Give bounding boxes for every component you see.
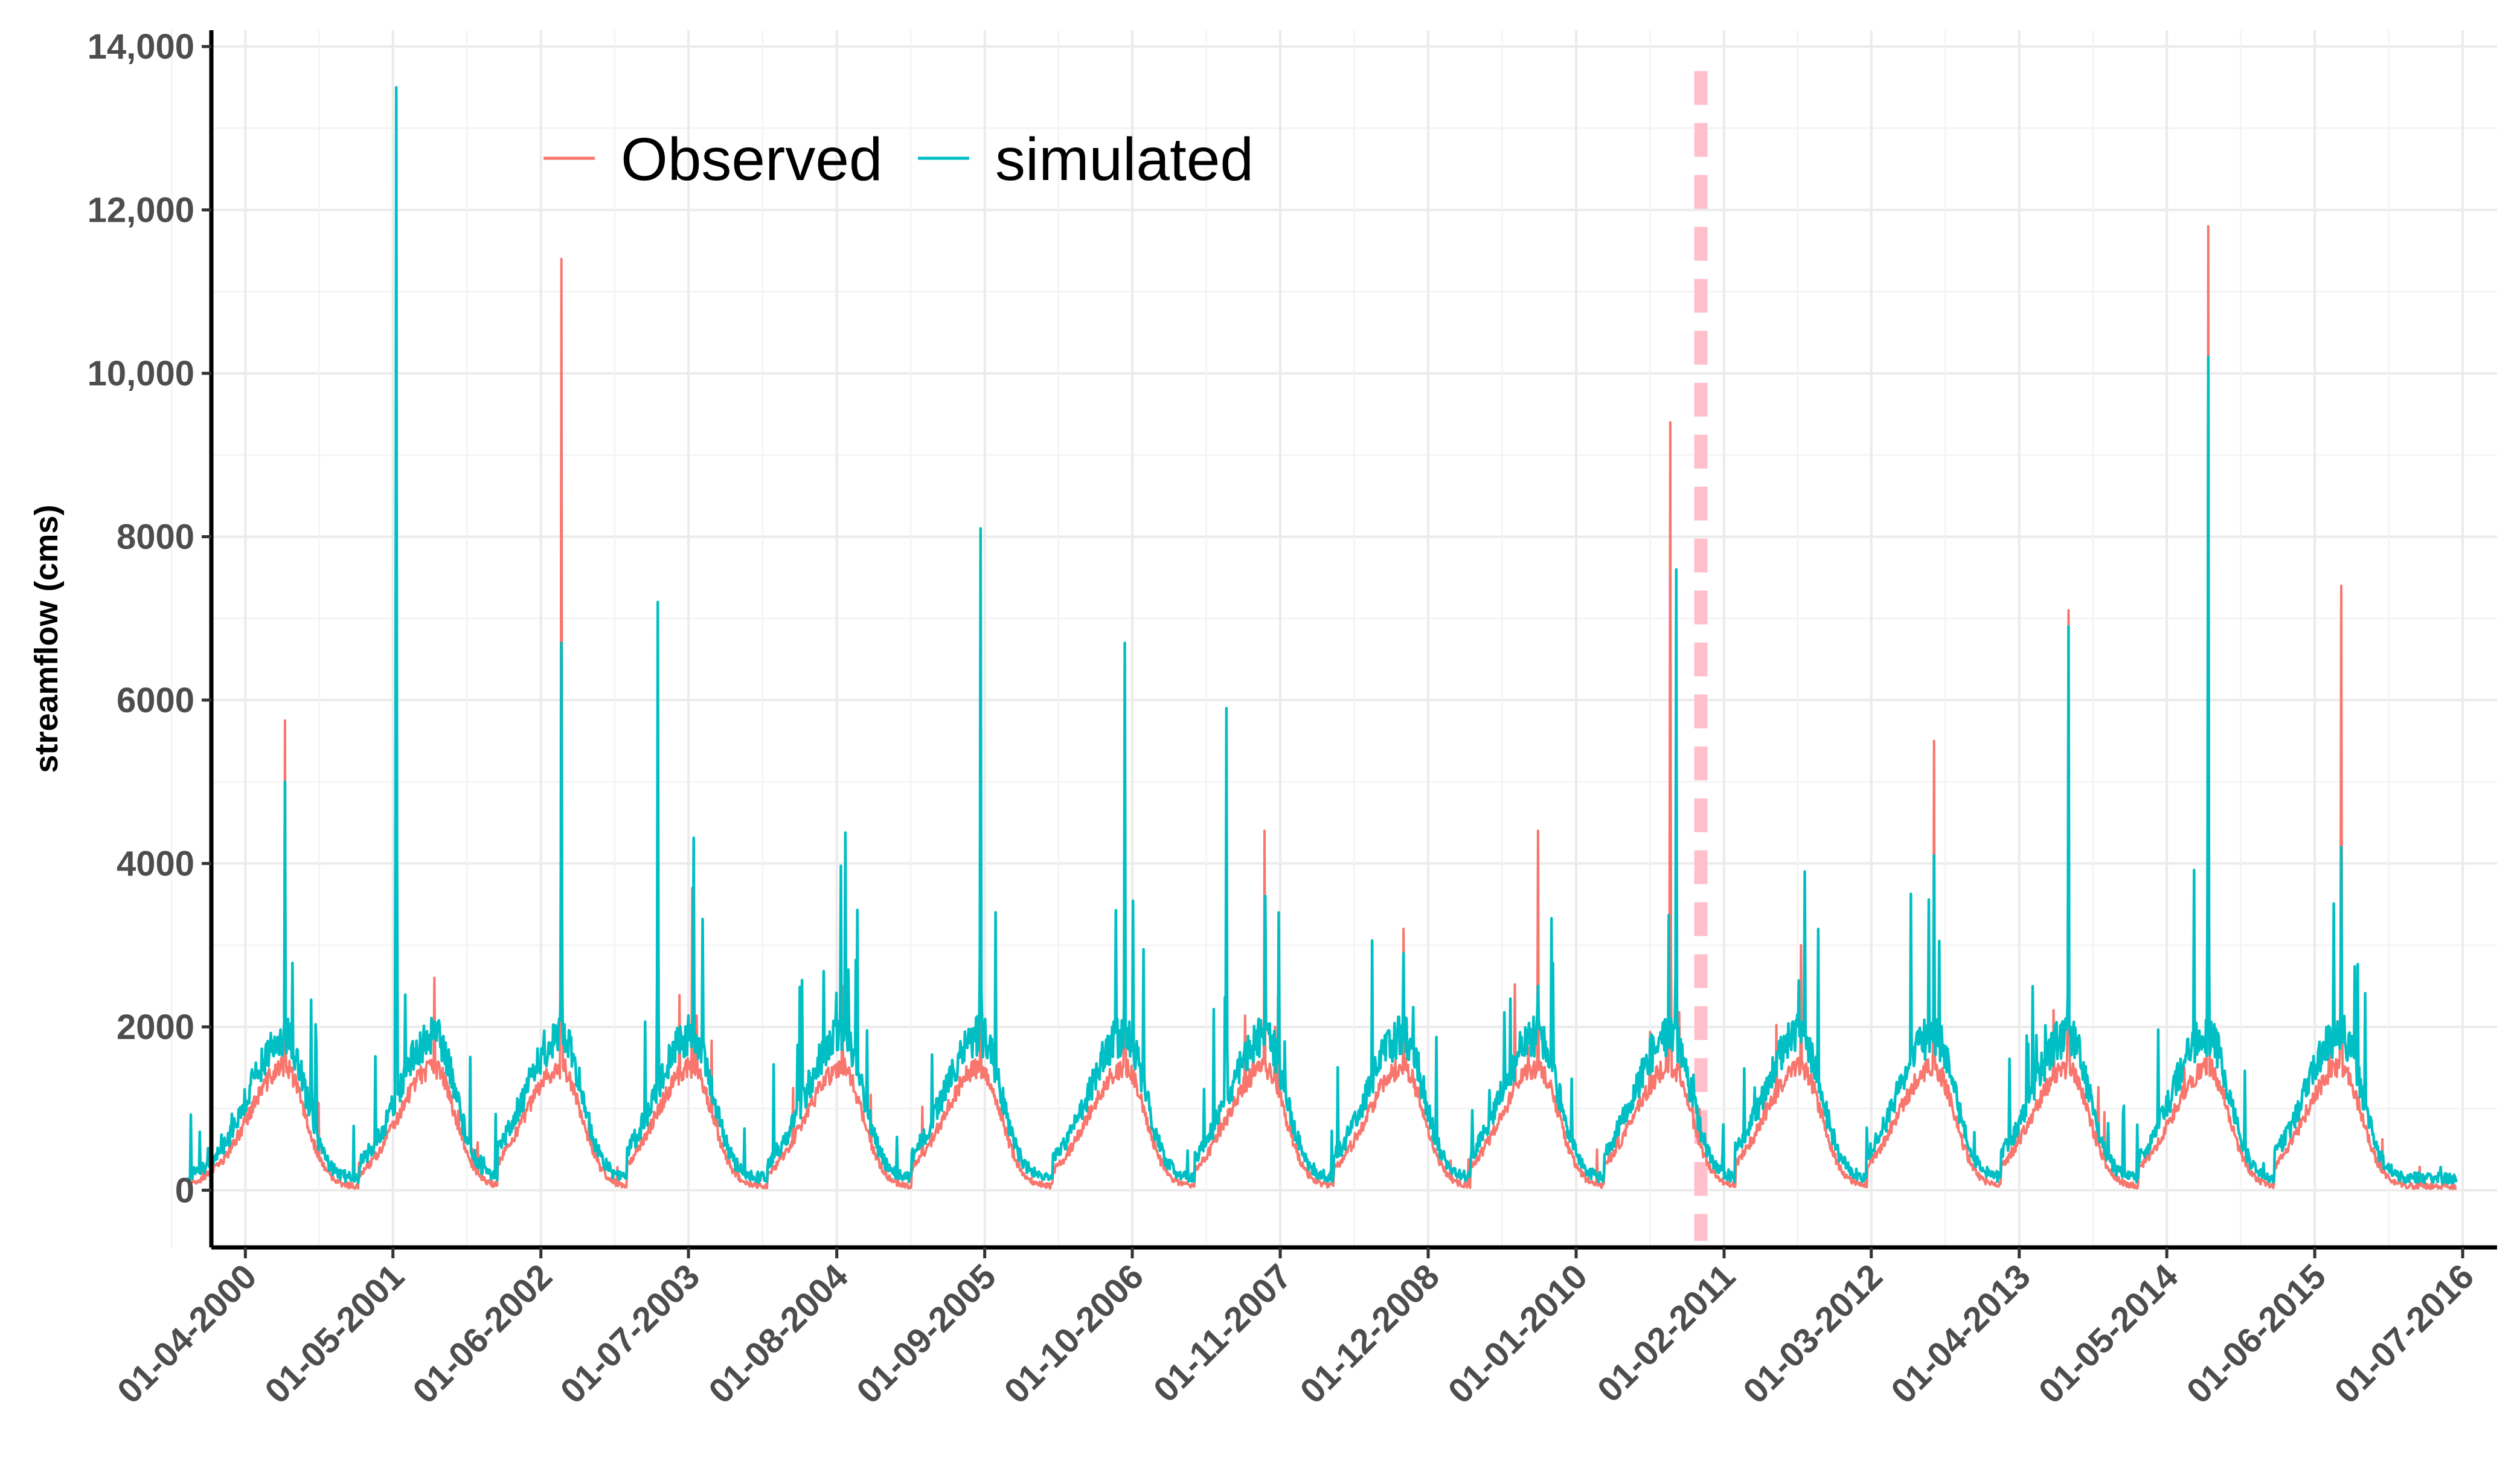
y-axis-title: streamflow (cms): [28, 504, 65, 773]
series-line-simulated: [187, 86, 2458, 1185]
y-tick-label: 2000: [117, 1008, 194, 1047]
y-tick-label: 10,000: [88, 354, 194, 393]
legend-label-simulated: simulated: [995, 126, 1254, 193]
y-tick-label: 14,000: [88, 27, 194, 66]
axes: [209, 30, 2497, 1250]
y-tick-label: 12,000: [88, 191, 194, 230]
y-tick-label: 6000: [117, 681, 194, 720]
y-tick-label: 4000: [117, 844, 194, 883]
legend: Observed simulated: [543, 126, 1254, 193]
series-line-observed: [188, 225, 2457, 1191]
y-axis-ticks: 0 2000 4000 6000 8000 10,000 12,000 14,000: [88, 27, 211, 1210]
y-tick-label: 8000: [117, 517, 194, 556]
y-tick-label: 0: [175, 1171, 194, 1210]
legend-label-observed: Observed: [621, 126, 883, 193]
series-lines: [187, 86, 2458, 1191]
